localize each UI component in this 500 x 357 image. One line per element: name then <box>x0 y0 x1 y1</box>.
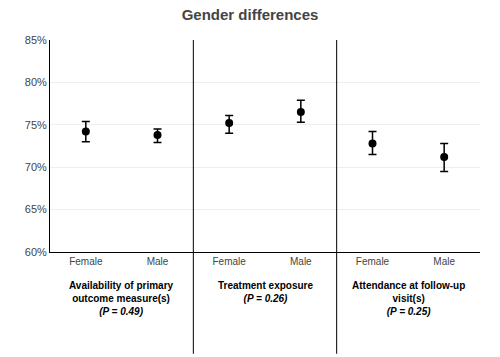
svg-text:Male: Male <box>433 256 455 267</box>
svg-text:Female: Female <box>356 256 390 267</box>
svg-text:Treatment exposure(P = 0.26): Treatment exposure(P = 0.26) <box>218 280 313 304</box>
svg-text:Male: Male <box>147 256 169 267</box>
svg-text:65%: 65% <box>25 203 47 215</box>
svg-text:Female: Female <box>212 256 246 267</box>
svg-text:Female: Female <box>69 256 103 267</box>
svg-text:60%: 60% <box>25 246 47 258</box>
svg-text:Gender differences: Gender differences <box>182 6 319 23</box>
svg-text:Male: Male <box>290 256 312 267</box>
svg-text:80%: 80% <box>25 76 47 88</box>
svg-text:85%: 85% <box>25 34 47 46</box>
svg-text:Attendance at follow-upvisit(s: Attendance at follow-upvisit(s)(P = 0.25… <box>352 280 465 317</box>
svg-text:70%: 70% <box>25 161 47 173</box>
svg-text:Availability of primaryoutcome: Availability of primaryoutcome measure(s… <box>69 280 174 317</box>
svg-text:75%: 75% <box>25 119 47 131</box>
